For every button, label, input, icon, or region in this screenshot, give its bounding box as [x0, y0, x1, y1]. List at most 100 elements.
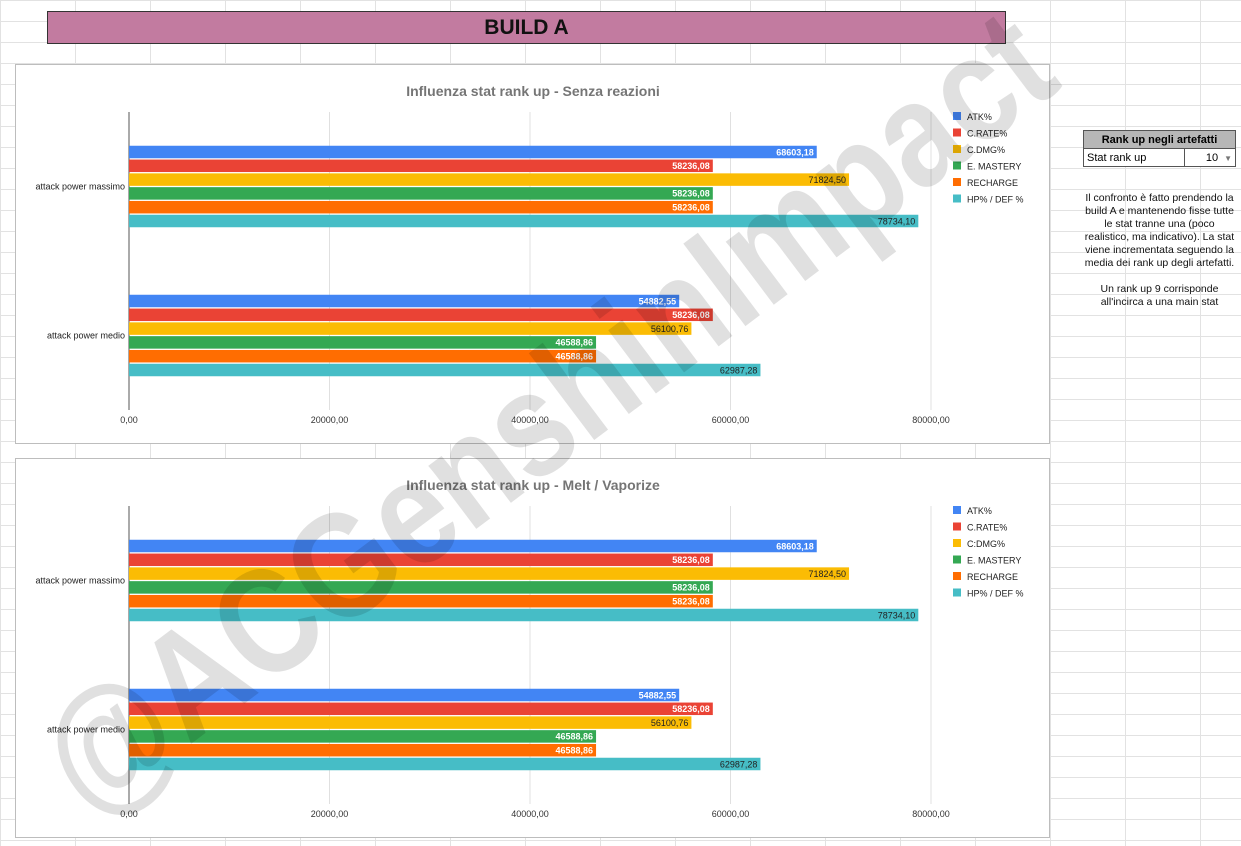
x-tick-label: 20000,00	[311, 809, 349, 819]
explanation-notes: Il confronto è fatto prendendo la build …	[1083, 192, 1236, 322]
x-tick-label: 80000,00	[912, 809, 950, 819]
build-title-banner: BUILD A	[47, 11, 1006, 44]
chart-svg: Influenza stat rank up - Melt / Vaporize…	[35, 477, 1024, 819]
x-tick-label: 20000,00	[311, 415, 349, 425]
legend-swatch	[953, 128, 961, 137]
legend-label: RECHARGE	[967, 178, 1018, 188]
chart-title: Influenza stat rank up - Melt / Vaporize	[406, 477, 660, 493]
bar	[129, 200, 713, 214]
bar	[129, 567, 850, 580]
bar	[129, 553, 713, 567]
bar-data-label: 68603,18	[776, 147, 814, 157]
legend-swatch	[953, 588, 961, 597]
bar-data-label: 58236,08	[672, 189, 710, 199]
bar-data-label: 62987,28	[720, 365, 758, 375]
bar	[129, 294, 680, 308]
bar-data-label: 58236,08	[672, 704, 710, 714]
bar	[129, 608, 919, 622]
bar	[129, 214, 919, 228]
category-label: attack power massimo	[35, 576, 125, 586]
bar-data-label: 71824,50	[808, 569, 846, 579]
bar-data-label: 58236,08	[672, 202, 710, 212]
bar	[129, 716, 692, 729]
legend-swatch	[953, 161, 961, 170]
legend-swatch	[953, 145, 961, 153]
bar	[129, 581, 713, 594]
x-tick-label: 0,00	[120, 809, 138, 819]
legend-swatch	[953, 112, 961, 120]
legend-label: E. MASTERY	[967, 162, 1021, 172]
category-label: attack power massimo	[35, 182, 125, 192]
category-label: attack power medio	[47, 725, 125, 735]
x-tick-label: 0,00	[120, 415, 138, 425]
rank-up-table: Rank up negli artefatti Stat rank up 10 ▼	[1082, 130, 1236, 167]
bar	[129, 308, 713, 322]
x-tick-label: 60000,00	[712, 415, 750, 425]
x-tick-label: 60000,00	[712, 809, 750, 819]
bar	[129, 594, 713, 608]
legend-label: ATK%	[967, 506, 992, 516]
legend-swatch	[953, 522, 961, 531]
bar	[129, 187, 713, 200]
legend-swatch	[953, 194, 961, 203]
x-tick-label: 40000,00	[511, 809, 549, 819]
bar	[129, 757, 761, 771]
stat-rank-up-value: 10	[1205, 151, 1219, 164]
category-label: attack power medio	[47, 331, 125, 341]
legend-swatch	[953, 506, 961, 514]
chart-melt-vaporize[interactable]: Influenza stat rank up - Melt / Vaporize…	[15, 458, 1050, 838]
legend-label: HP% / DEF %	[967, 195, 1024, 205]
legend-swatch	[953, 178, 961, 186]
bar-data-label: 54882,55	[639, 690, 677, 700]
legend-label: C.RATE%	[967, 523, 1007, 533]
bar-data-label: 46588,86	[556, 338, 594, 348]
legend-swatch	[953, 539, 961, 547]
bar-data-label: 54882,55	[639, 296, 677, 306]
rank-up-table-header: Rank up negli artefatti	[1083, 130, 1236, 149]
bar-data-label: 58236,08	[672, 596, 710, 606]
stat-rank-up-label: Stat rank up	[1082, 148, 1186, 167]
bar-data-label: 46588,86	[556, 732, 594, 742]
dropdown-caret-icon: ▼	[1224, 153, 1232, 163]
legend-swatch	[953, 572, 961, 580]
chart-title: Influenza stat rank up - Senza reazioni	[406, 83, 660, 99]
bar-data-label: 46588,86	[556, 745, 594, 755]
bar	[129, 159, 713, 173]
legend-label: ATK%	[967, 112, 992, 122]
bar-data-label: 58236,08	[672, 310, 710, 320]
legend-label: RECHARGE	[967, 572, 1018, 582]
bar	[129, 702, 713, 716]
chart-svg: Influenza stat rank up - Senza reazioni 0…	[35, 83, 1024, 425]
bar	[129, 322, 692, 335]
legend-label: E. MASTERY	[967, 556, 1021, 566]
legend-label: C:DMG%	[967, 539, 1005, 549]
bar	[129, 336, 597, 349]
note-main-stat: Un rank up 9 corrisponde all'incirca a u…	[1100, 283, 1219, 308]
bar-data-label: 58236,08	[672, 583, 710, 593]
bar-data-label: 58236,08	[672, 555, 710, 565]
bar-data-label: 62987,28	[720, 759, 758, 769]
bar	[129, 145, 817, 159]
bar	[129, 539, 817, 553]
legend-label: C.RATE%	[967, 129, 1007, 139]
note-comparison: Il confronto è fatto prendendo la build …	[1084, 192, 1235, 269]
x-tick-label: 80000,00	[912, 415, 950, 425]
bar-data-label: 56100,76	[651, 718, 689, 728]
stat-rank-up-dropdown[interactable]: 10 ▼	[1184, 148, 1236, 167]
bar	[129, 743, 597, 757]
bar-data-label: 78734,10	[878, 216, 916, 226]
bar-data-label: 46588,86	[556, 351, 594, 361]
bar	[129, 349, 597, 363]
bar	[129, 688, 680, 702]
bar	[129, 363, 761, 377]
x-tick-label: 40000,00	[511, 415, 549, 425]
bar-data-label: 68603,18	[776, 541, 814, 551]
chart-senza-reazioni[interactable]: Influenza stat rank up - Senza reazioni 0…	[15, 64, 1050, 444]
bar	[129, 173, 850, 186]
bar-data-label: 58236,08	[672, 161, 710, 171]
bar-data-label: 71824,50	[808, 175, 846, 185]
legend-label: C.DMG%	[967, 145, 1005, 155]
legend-swatch	[953, 555, 961, 564]
bar-data-label: 56100,76	[651, 324, 689, 334]
legend-label: HP% / DEF %	[967, 589, 1024, 599]
